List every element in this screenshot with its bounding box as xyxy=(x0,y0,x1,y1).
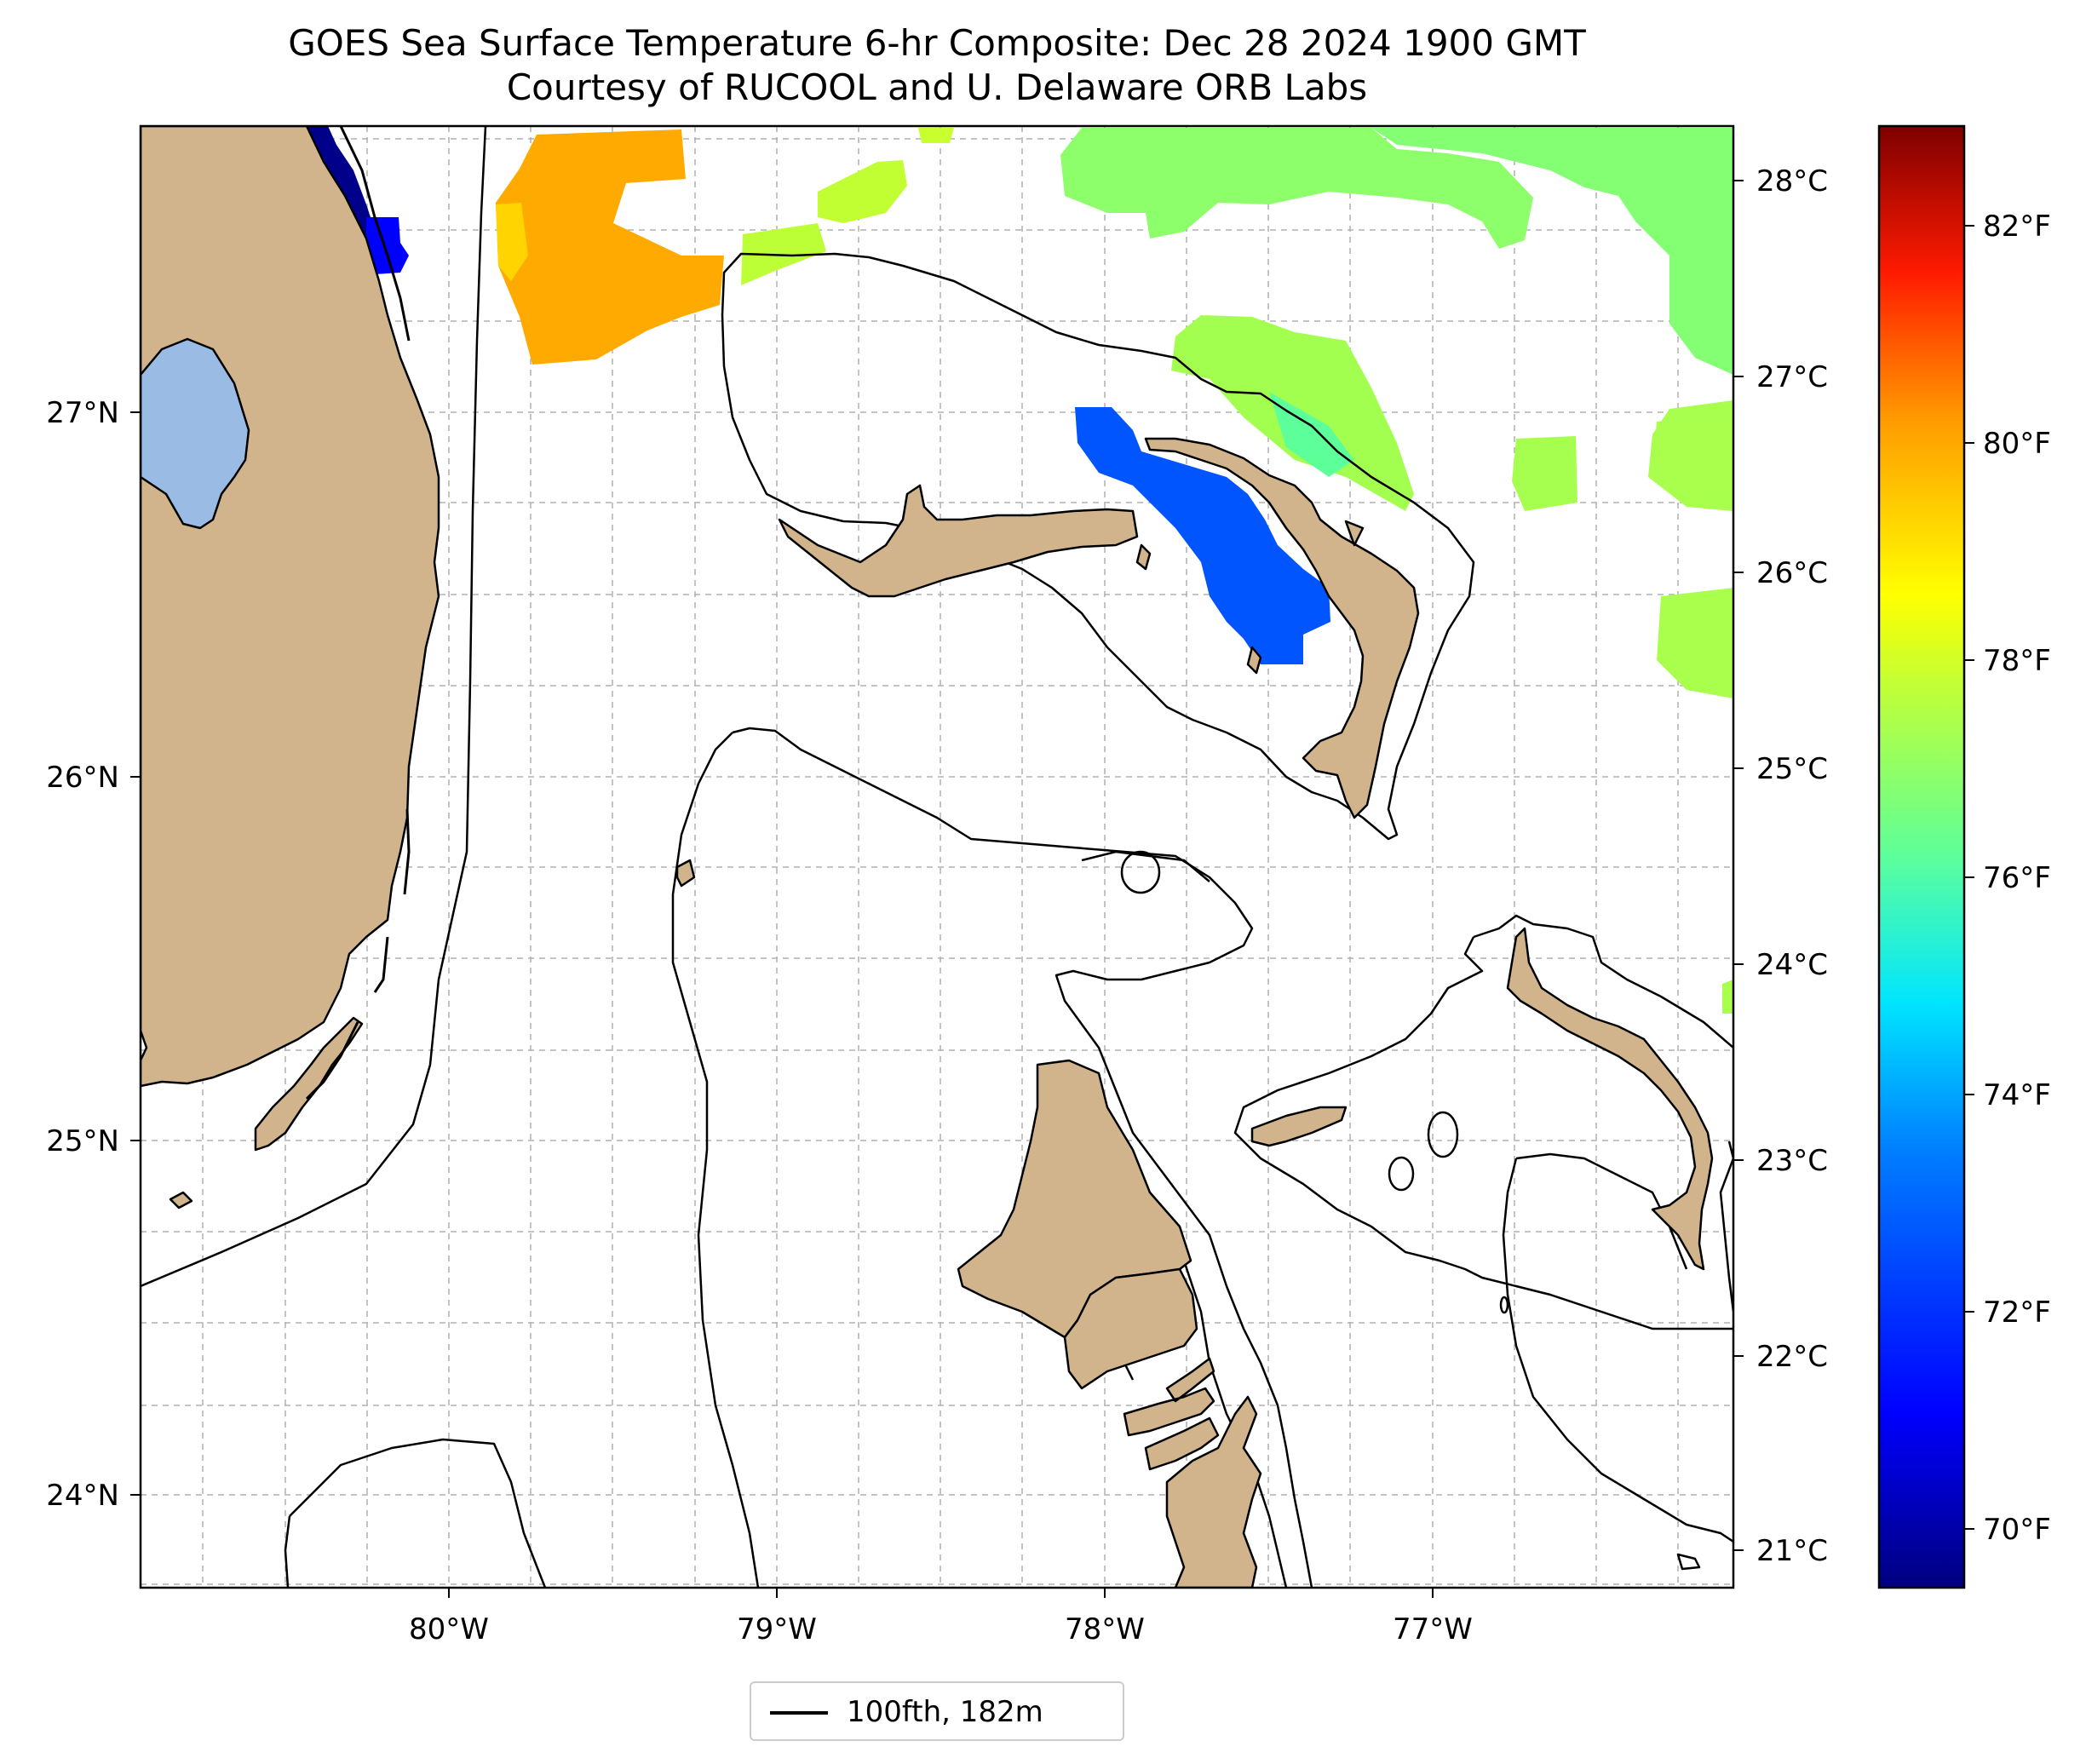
lon-tick-label: 80°W xyxy=(409,1612,489,1646)
cay-1 xyxy=(1246,646,1262,675)
map-tick-marks xyxy=(130,180,1744,1598)
legend-label: 100fth, 182m xyxy=(847,1695,1043,1729)
celsius-tick-label: 25°C xyxy=(1756,752,1828,786)
andros-middle xyxy=(1063,1267,1198,1390)
lon-tick-label: 77°W xyxy=(1393,1612,1473,1646)
map-subtitle: Courtesy of RUCOOL and U. Delaware ORB L… xyxy=(506,66,1368,108)
legend-line-swatch xyxy=(770,1711,828,1715)
fahrenheit-tick-label: 74°F xyxy=(1983,1078,2051,1112)
map-area xyxy=(141,126,1733,1588)
sst-patch-yellow-edge xyxy=(496,203,528,281)
legend: 100fth, 182m xyxy=(750,1681,1124,1741)
sst-patch-green-tiny xyxy=(1722,980,1733,1014)
celsius-tick-label: 26°C xyxy=(1756,556,1828,590)
sst-patch-green-right-3 xyxy=(1657,588,1733,698)
fahrenheit-tick-label: 70°F xyxy=(1983,1513,2051,1547)
celsius-tick-label: 23°C xyxy=(1756,1144,1828,1178)
andros-south xyxy=(1123,1357,1262,1588)
celsius-tick-label: 27°C xyxy=(1756,360,1828,394)
land-masses xyxy=(141,126,1714,1588)
fahrenheit-tick-label: 76°F xyxy=(1983,861,2051,895)
florida-keys xyxy=(254,1016,364,1152)
celsius-tick-label: 28°C xyxy=(1756,164,1828,198)
sst-patches xyxy=(307,126,1733,1014)
eleuthera xyxy=(1506,927,1714,1271)
grand-bahama xyxy=(778,484,1139,598)
map-frame xyxy=(139,124,1735,1589)
sst-patch-green-small-2 xyxy=(818,160,907,223)
colorbar xyxy=(1877,124,1966,1589)
florida-land xyxy=(141,126,440,1088)
fahrenheit-tick-label: 72°F xyxy=(1983,1296,2051,1330)
celsius-tick-label: 21°C xyxy=(1756,1534,1828,1568)
lon-tick-label: 79°W xyxy=(737,1612,817,1646)
sst-patch-green-right-2 xyxy=(1652,417,1733,503)
berry-islands xyxy=(1250,1106,1348,1147)
lake-okeechobee xyxy=(141,339,249,528)
sst-patch-green-ne xyxy=(1060,128,1533,249)
celsius-tick-label: 24°C xyxy=(1756,948,1828,982)
lat-tick-label: 26°N xyxy=(46,761,119,795)
lat-tick-label: 27°N xyxy=(46,396,119,430)
sst-patch-blue xyxy=(1075,407,1330,664)
sst-patch-bright-blue xyxy=(366,217,409,274)
sst-patch-green-east xyxy=(1371,128,1733,375)
bimini xyxy=(675,859,696,888)
gridlines xyxy=(141,126,1733,1588)
lat-tick-label: 24°N xyxy=(46,1479,119,1513)
sst-patch-orange xyxy=(496,129,724,365)
fahrenheit-tick-label: 78°F xyxy=(1983,644,2051,678)
colorbar-tick-marks xyxy=(1964,225,1974,1530)
cay-4 xyxy=(1344,520,1365,547)
lat-tick-label: 25°N xyxy=(46,1124,119,1158)
abaco xyxy=(1144,437,1420,819)
map-title: GOES Sea Surface Temperature 6-hr Compos… xyxy=(288,22,1586,64)
lon-tick-label: 78°W xyxy=(1065,1612,1145,1646)
sst-patch-green-small-3 xyxy=(918,128,954,143)
fahrenheit-tick-label: 80°F xyxy=(1983,427,2051,461)
cay-2 xyxy=(1135,543,1152,571)
celsius-tick-label: 22°C xyxy=(1756,1340,1828,1374)
cay-3 xyxy=(169,1191,193,1210)
coast-lines xyxy=(305,126,411,1100)
fahrenheit-tick-label: 82°F xyxy=(1983,210,2051,244)
sst-patch-green-right-1 xyxy=(1512,436,1577,511)
